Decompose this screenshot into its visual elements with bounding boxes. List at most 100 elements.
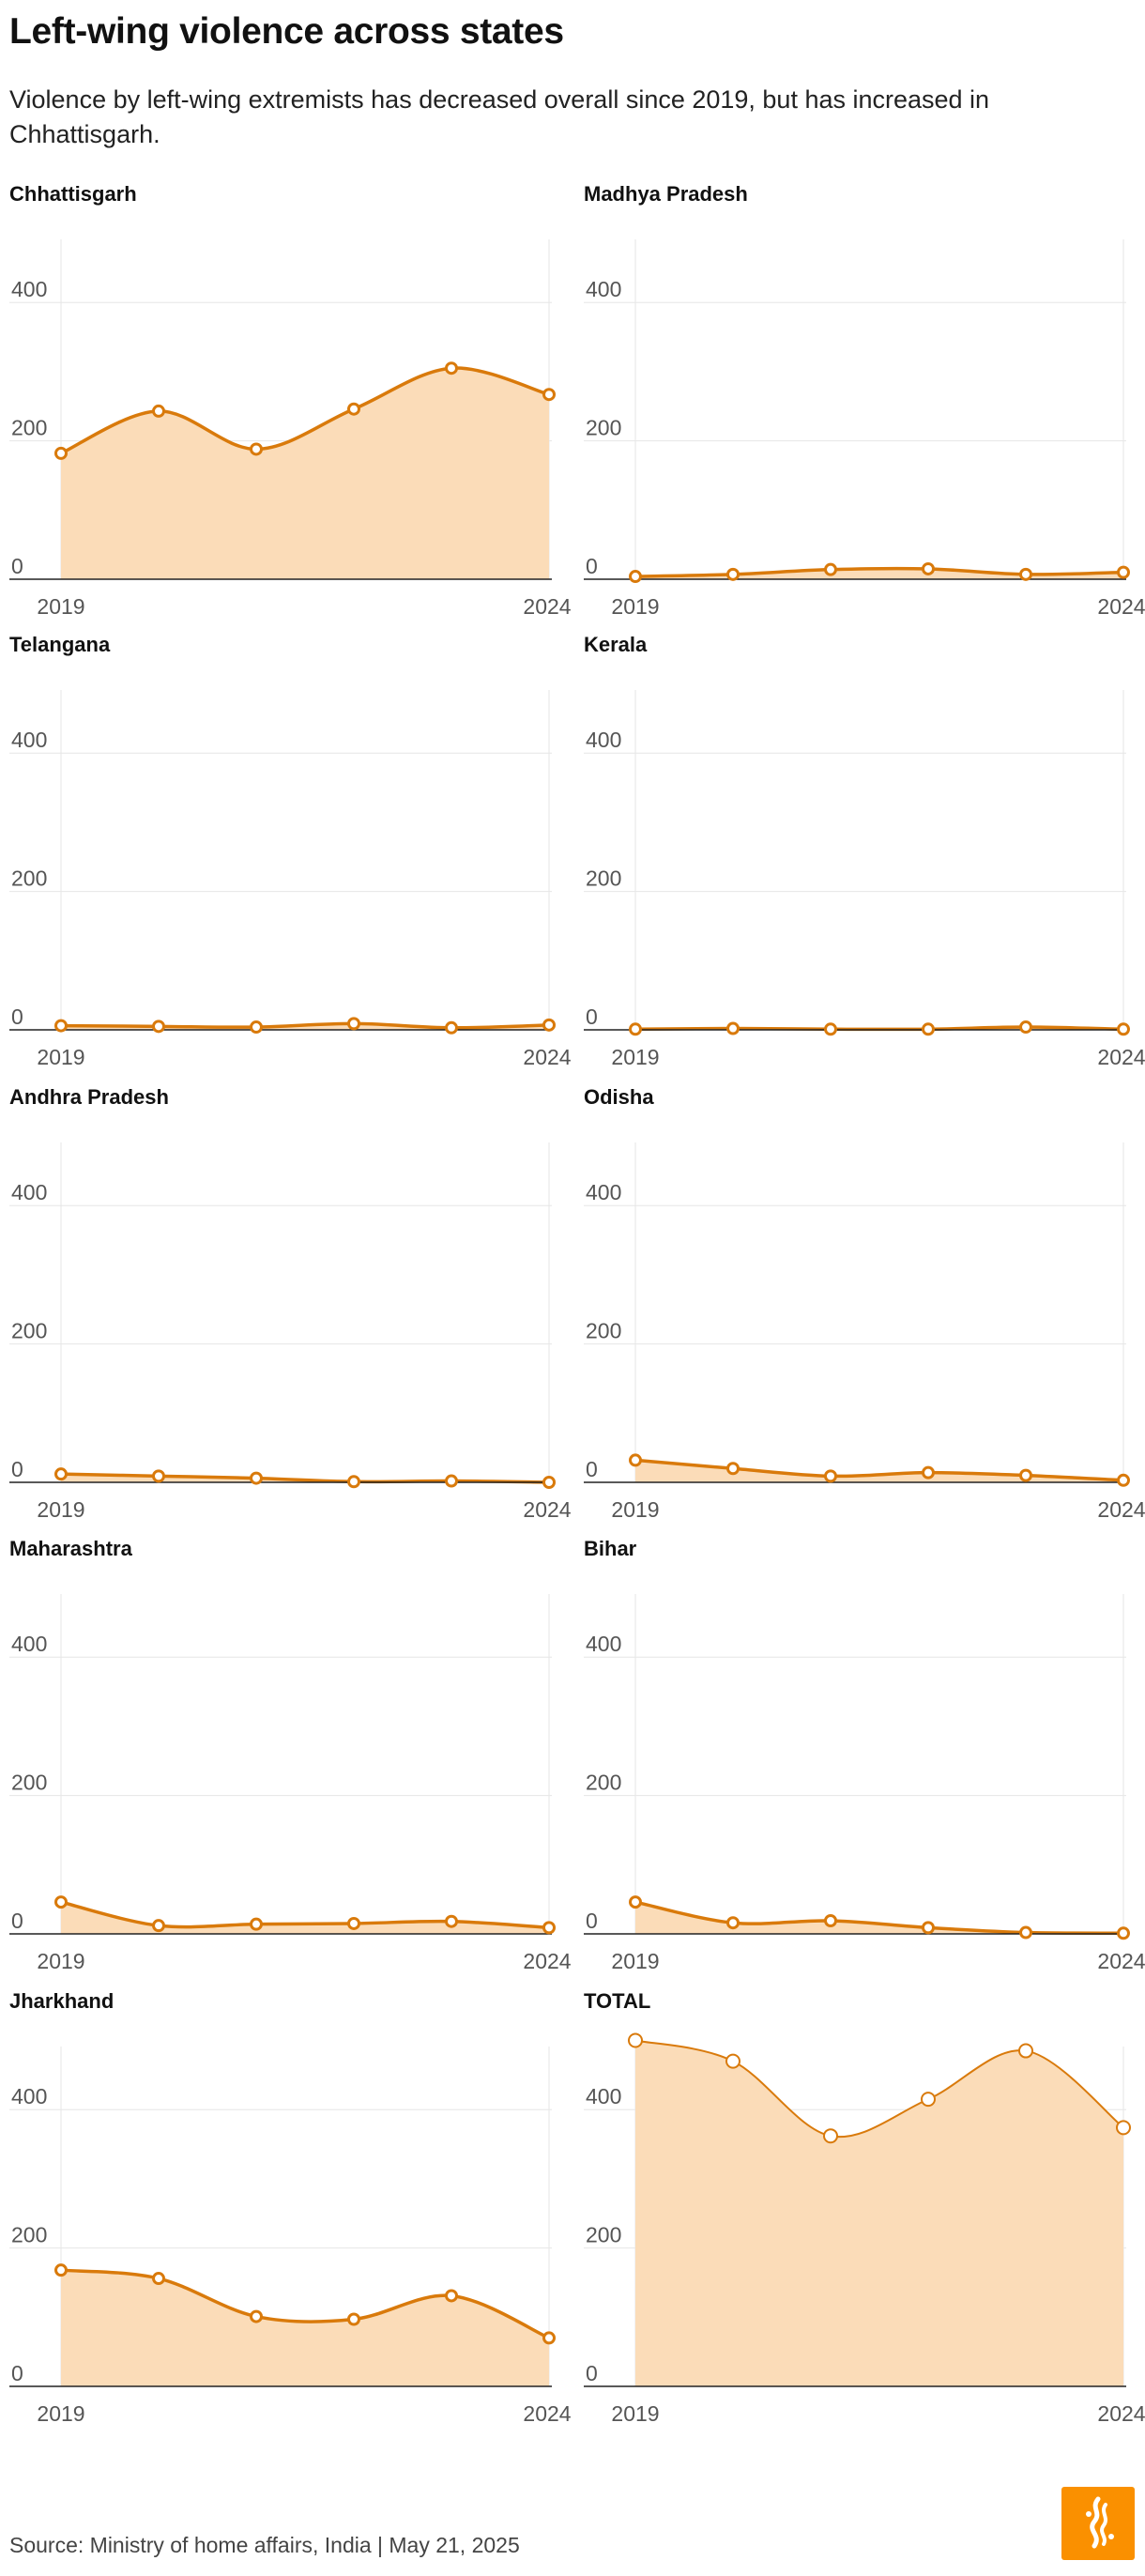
data-point (250, 1917, 263, 1931)
data-point (1019, 1020, 1032, 1035)
x-tick-label: 2019 (37, 1949, 84, 1973)
panel-title: Andhra Pradesh (9, 1085, 169, 1109)
data-point (824, 1022, 837, 1036)
data-point (152, 1919, 165, 1933)
data-point (922, 1465, 935, 1480)
panel-title: TOTAL (584, 1989, 650, 2013)
data-point (1019, 567, 1032, 581)
panel-chhattisgarh: Chhattisgarh 0 200 400 2019 2024 (9, 182, 572, 619)
data-point (629, 570, 642, 584)
panel-andhra-pradesh: Andhra Pradesh 0 200 400 2019 2024 (9, 1085, 572, 1522)
y-tick-label: 0 (11, 1004, 23, 1029)
data-point (347, 1475, 360, 1489)
y-tick-label: 0 (11, 554, 23, 578)
panel-maharashtra: Maharashtra 0 200 400 2019 2024 (9, 1537, 572, 1973)
x-tick-label: 2024 (523, 1045, 571, 1069)
y-tick-label: 0 (586, 1457, 598, 1481)
x-tick-label: 2019 (611, 1949, 659, 1973)
x-tick-label: 2019 (37, 594, 84, 619)
y-tick-label: 400 (586, 1632, 621, 1656)
data-point (445, 1474, 458, 1488)
y-tick-label: 0 (11, 1909, 23, 1933)
data-point (54, 1019, 68, 1033)
data-point (445, 1020, 458, 1035)
data-point (152, 1020, 165, 1034)
x-tick-label: 2019 (611, 594, 659, 619)
y-tick-label: 0 (586, 1004, 598, 1029)
panel-telangana: Telangana 0 200 400 2019 2024 (9, 633, 572, 1069)
series-line (60, 1472, 550, 1484)
data-point (347, 402, 360, 416)
data-point (629, 1453, 642, 1467)
panel-title: Maharashtra (9, 1537, 133, 1560)
y-tick-label: 200 (586, 866, 621, 891)
data-point (152, 404, 165, 418)
data-point (250, 442, 263, 456)
al-jazeera-logo-icon (1061, 2487, 1135, 2560)
panel-madhya-pradesh: Madhya Pradesh 0 200 400 2019 2024 (584, 182, 1145, 619)
series-line (60, 2268, 550, 2340)
x-tick-label: 2024 (1097, 1497, 1145, 1522)
x-tick-label: 2024 (1097, 594, 1145, 619)
data-point (1117, 565, 1130, 579)
x-tick-label: 2019 (37, 1045, 84, 1069)
y-tick-label: 400 (586, 1180, 621, 1204)
series-line (634, 1458, 1124, 1482)
data-point (347, 2312, 360, 2326)
y-tick-label: 0 (586, 554, 598, 578)
x-tick-label: 2024 (1097, 2401, 1145, 2426)
data-point (725, 2053, 740, 2069)
chart-subtitle: Violence by left-wing extremists has dec… (9, 85, 990, 148)
data-point (726, 567, 740, 581)
y-tick-label: 400 (586, 277, 621, 301)
x-tick-label: 2019 (37, 1497, 84, 1522)
data-point (1116, 2120, 1131, 2136)
x-tick-label: 2024 (1097, 1045, 1145, 1069)
y-tick-label: 200 (11, 416, 47, 440)
y-tick-label: 200 (586, 2223, 621, 2247)
data-point (250, 1020, 263, 1035)
y-tick-label: 400 (11, 2084, 47, 2108)
panel-kerala: Kerala 0 200 400 2019 2024 (584, 633, 1145, 1069)
x-tick-label: 2024 (523, 1497, 571, 1522)
data-point (542, 1921, 556, 1935)
y-tick-label: 400 (586, 2084, 621, 2108)
panel-title: Bihar (584, 1537, 637, 1560)
data-point (250, 2309, 263, 2323)
panel-title: Madhya Pradesh (584, 182, 748, 206)
x-tick-label: 2024 (523, 1949, 571, 1973)
y-tick-label: 200 (11, 2223, 47, 2247)
area-fill (61, 368, 549, 579)
y-tick-label: 0 (11, 2361, 23, 2385)
data-point (347, 1916, 360, 1930)
x-tick-label: 2024 (523, 2401, 571, 2426)
data-point (445, 1914, 458, 1928)
y-tick-label: 400 (11, 277, 47, 301)
panel-jharkhand: Jharkhand 0 200 400 2019 2024 (9, 1989, 572, 2426)
panel-title: Jharkhand (9, 1989, 114, 2013)
series-line (60, 366, 550, 455)
data-point (1019, 1925, 1032, 1940)
y-tick-label: 200 (586, 1771, 621, 1795)
panel-title: Kerala (584, 633, 648, 656)
data-point (54, 446, 68, 460)
x-tick-label: 2019 (37, 2401, 84, 2426)
x-tick-label: 2024 (1097, 1949, 1145, 1973)
y-tick-label: 400 (586, 728, 621, 752)
panel-odisha: Odisha 0 200 400 2019 2024 (584, 1085, 1145, 1522)
y-tick-label: 200 (11, 866, 47, 891)
data-point (629, 1022, 642, 1036)
data-point (922, 1022, 935, 1036)
y-tick-label: 0 (586, 2361, 598, 2385)
y-tick-label: 200 (11, 1771, 47, 1795)
x-tick-label: 2019 (611, 1045, 659, 1069)
series-line (60, 1900, 550, 1930)
data-point (54, 1895, 68, 1909)
data-point (542, 1018, 556, 1032)
x-tick-label: 2019 (611, 1497, 659, 1522)
data-point (542, 388, 556, 402)
series-line (634, 1900, 1124, 1936)
data-point (542, 1476, 556, 1489)
y-tick-label: 200 (586, 416, 621, 440)
